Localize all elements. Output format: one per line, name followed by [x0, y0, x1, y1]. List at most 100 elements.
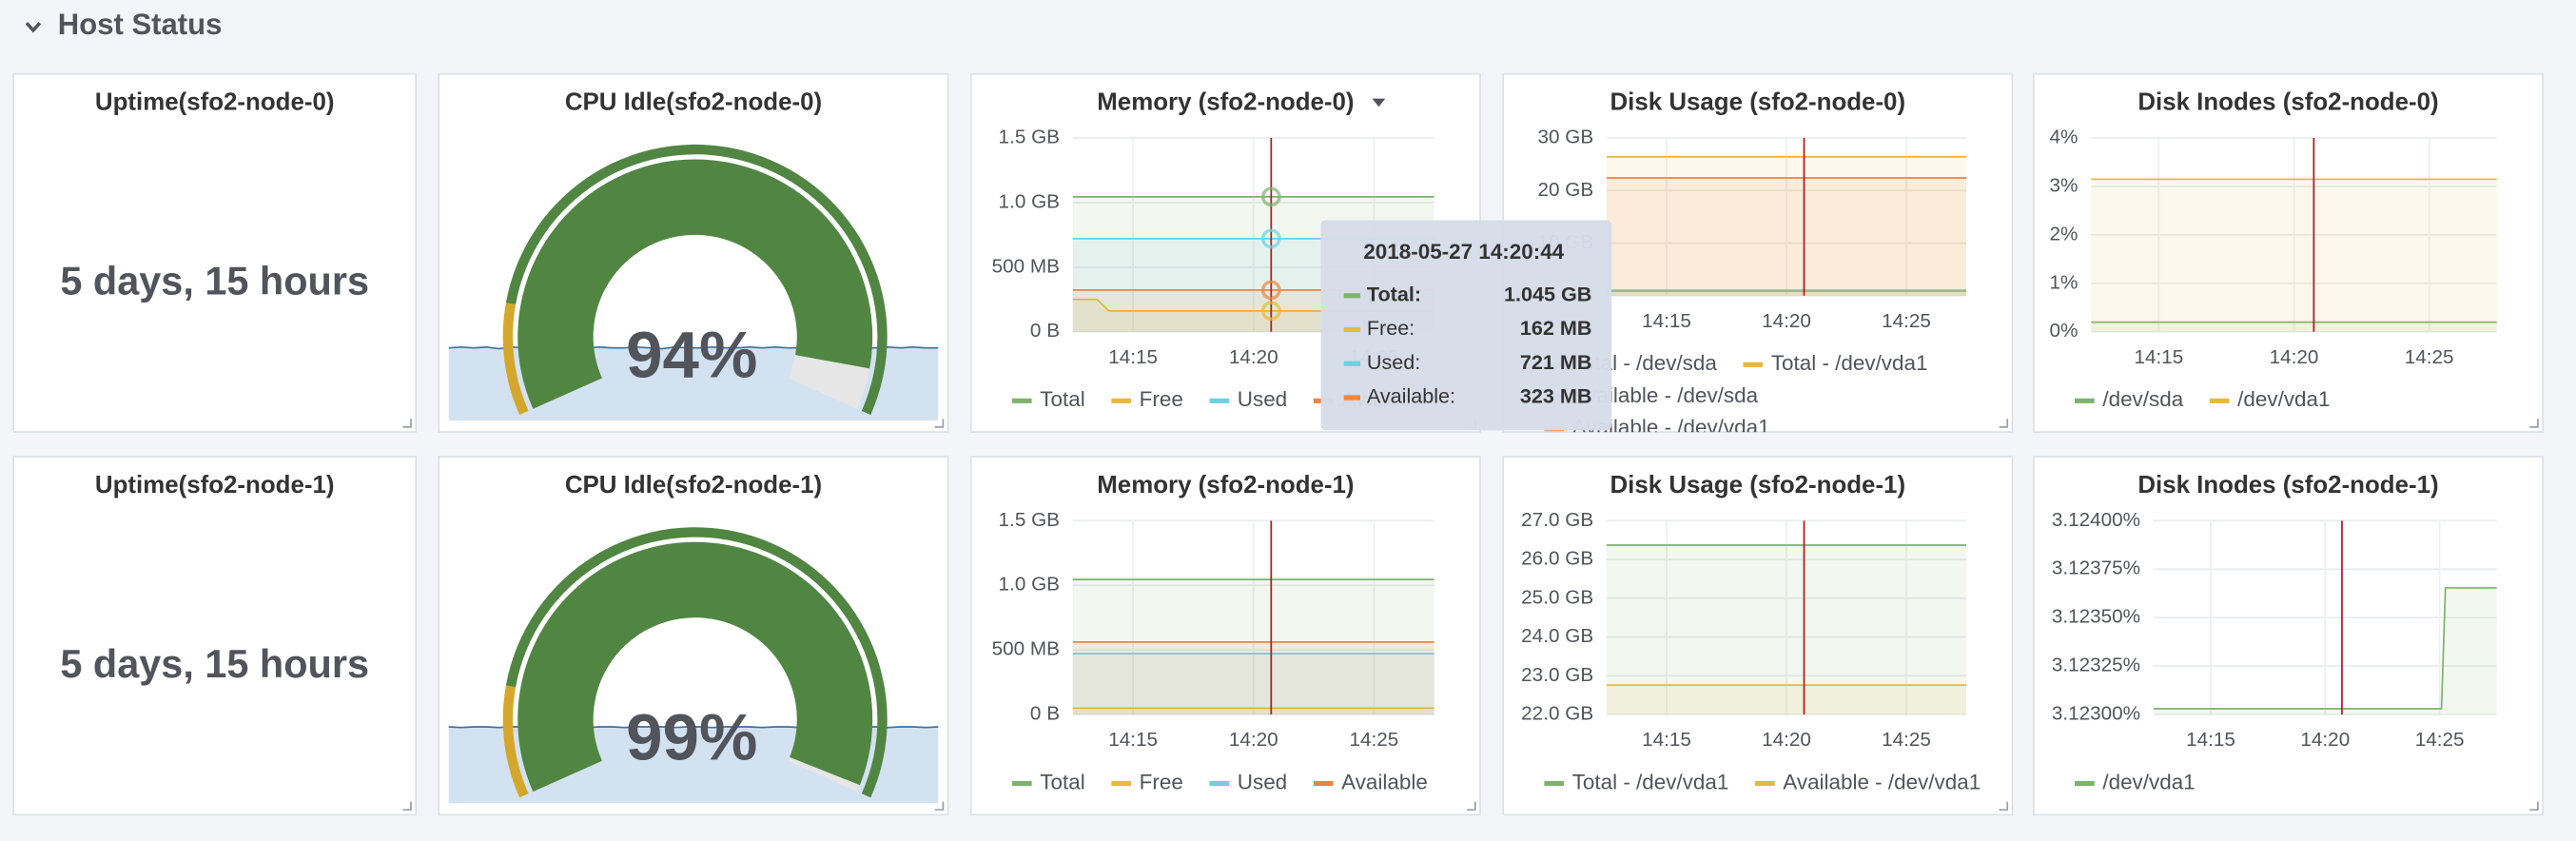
collapse-chevron[interactable]: [25, 22, 42, 33]
panel-title[interactable]: Uptime(sfo2-node-1): [95, 472, 335, 499]
series-area: [1072, 654, 1434, 715]
series-area: [1606, 291, 1967, 296]
legend-item[interactable]: Total - /dev/vda1: [1544, 770, 1728, 793]
gauge-threshold: [502, 685, 529, 798]
y-tick-label: 26.0 GB: [1521, 548, 1593, 570]
panel-title[interactable]: Disk Usage (sfo2-node-0): [1610, 89, 1906, 116]
resize-handle: [402, 419, 412, 428]
panel-title[interactable]: CPU Idle(sfo2-node-0): [565, 89, 822, 116]
x-tick-label: 14:15: [1642, 310, 1691, 332]
legend-item[interactable]: /dev/vda1: [2075, 770, 2195, 793]
series-line: [2153, 587, 2497, 710]
y-tick-label: 25.0 GB: [1521, 586, 1593, 608]
tooltip-time: 2018-05-27 14:20:44: [1363, 240, 1564, 264]
y-tick-label: 1.0 GB: [999, 574, 1060, 596]
panel: [2032, 72, 2544, 433]
panel-title[interactable]: Disk Inodes (sfo2-node-1): [2137, 472, 2438, 499]
resize-handle: [1467, 801, 1476, 812]
x-tick-label: 14:25: [2405, 346, 2454, 368]
y-tick-label: 1%: [2050, 271, 2078, 293]
legend-item[interactable]: Free: [1111, 770, 1183, 793]
x-tick-label: 14:25: [1882, 310, 1931, 332]
legend-item[interactable]: Used: [1209, 770, 1287, 793]
panel-content: Uptime(sfo2-node-1) 5 days, 15 hours: [60, 472, 369, 686]
x-tick-label: 14:25: [1349, 729, 1398, 751]
panel: [12, 456, 418, 816]
legend-label: Available - /dev/vda1: [1572, 416, 1770, 440]
y-tick-label: 500 MB: [992, 638, 1060, 660]
gauge-value: [517, 541, 873, 792]
legend-item[interactable]: /dev/vda1: [2209, 387, 2331, 411]
series-area: [1606, 545, 1967, 715]
panel: [12, 72, 418, 433]
stat-value: 5 days, 15 hours: [60, 259, 369, 303]
panel-content: Memory (sfo2-node-1) 0 B 500 MB 1.0 GB 1.5 G…: [992, 472, 1434, 793]
y-tick-label: 1.5 GB: [999, 127, 1060, 148]
y-tick-label: 22.0 GB: [1521, 703, 1593, 725]
panel-title[interactable]: Disk Usage (sfo2-node-1): [1610, 472, 1906, 499]
legend-label: Total - /dev/vda1: [1572, 770, 1729, 793]
series-area: [1606, 156, 1967, 296]
panel: [969, 456, 1481, 816]
x-tick-label: 14:15: [1108, 346, 1158, 368]
legend-item[interactable]: Total - /dev/vda1: [1743, 351, 1927, 375]
panel-menu-caret[interactable]: [1372, 98, 1386, 108]
panel-content: CPU Idle(sfo2-node-1) 99%: [448, 472, 939, 804]
tooltip-value: 162 MB: [1520, 316, 1592, 340]
gauge-threshold: [502, 303, 529, 416]
gauge-track: [788, 756, 860, 792]
legend-label: Free: [1140, 770, 1183, 793]
legend-item[interactable]: Free: [1111, 387, 1183, 411]
panel-title[interactable]: Memory (sfo2-node-0): [1097, 89, 1354, 116]
legend-label: Available: [1341, 770, 1428, 793]
x-tick-label: 14:20: [2300, 729, 2350, 751]
gauge-value: [517, 159, 873, 409]
x-tick-label: 14:20: [2270, 346, 2319, 368]
resize-handle: [2529, 419, 2539, 428]
y-tick-label: 4%: [2050, 127, 2078, 148]
resize-handle: [934, 419, 945, 428]
y-tick-label: 3.12375%: [2052, 557, 2140, 579]
y-tick-label: 2%: [2050, 223, 2078, 244]
legend-item[interactable]: Total: [1011, 770, 1085, 793]
legend-label: Total - /dev/vda1: [1771, 351, 1928, 375]
x-tick-label: 14:25: [1882, 729, 1931, 751]
y-tick-label: 3.12350%: [2052, 606, 2140, 628]
panel-content: Uptime(sfo2-node-0) 5 days, 15 hours: [60, 89, 369, 303]
series-area: [1606, 177, 1967, 296]
hover-point: [1260, 186, 1281, 207]
legend-item[interactable]: Available - /dev/vda1: [1754, 770, 1981, 793]
y-tick-label: 1.5 GB: [999, 509, 1060, 531]
y-tick-label: 23.0 GB: [1521, 664, 1593, 686]
y-tick-label: 24.0 GB: [1521, 625, 1593, 647]
y-tick-label: 27.0 GB: [1521, 509, 1593, 531]
legend-item[interactable]: Total: [1011, 387, 1085, 411]
panel-title[interactable]: Disk Inodes (sfo2-node-0): [2137, 89, 2438, 116]
hover-point: [1260, 280, 1281, 301]
resize-handle: [1999, 801, 2009, 812]
panel-title[interactable]: CPU Idle(sfo2-node-1): [565, 472, 822, 499]
panel-title[interactable]: Memory (sfo2-node-1): [1097, 472, 1354, 499]
series-area: [2153, 587, 2497, 715]
row-title[interactable]: Host Status: [58, 8, 223, 41]
gauge-value-label: 94%: [626, 317, 757, 391]
stat-value: 5 days, 15 hours: [60, 641, 369, 686]
legend-item[interactable]: Used: [1209, 387, 1287, 411]
y-tick-label: 0 B: [1030, 703, 1060, 725]
tooltip: 2018-05-27 14:20:44 Total: 1.045 GB Free: 16…: [1320, 220, 1612, 431]
legend-item[interactable]: Available: [1313, 770, 1428, 793]
legend-label: Used: [1238, 387, 1287, 411]
x-tick-label: 14:20: [1762, 729, 1811, 751]
resize-handle: [2529, 801, 2539, 812]
x-tick-label: 14:20: [1229, 729, 1278, 751]
panel-content: Disk Inodes (sfo2-node-1) 3.12300% 3.12325…: [2052, 472, 2497, 793]
y-tick-label: 3.12300%: [2052, 703, 2140, 725]
panel-title[interactable]: Uptime(sfo2-node-0): [95, 89, 335, 116]
panel-content: Disk Inodes (sfo2-node-0) 0% 1% 2% 3% 4% 14:15…: [2050, 89, 2497, 411]
y-tick-label: 500 MB: [992, 255, 1060, 277]
panel: [2032, 456, 2544, 816]
legend-item[interactable]: /dev/sda: [2075, 387, 2184, 411]
legend-label: /dev/vda1: [2102, 770, 2195, 793]
